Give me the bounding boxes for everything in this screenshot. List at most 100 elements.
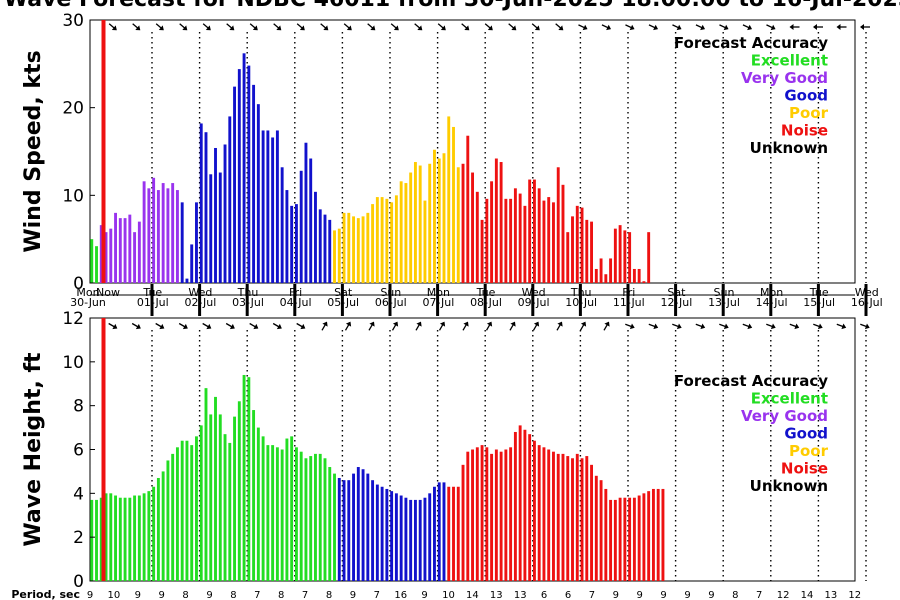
bar-wind [556,167,560,283]
bar-wave [190,445,194,581]
y-tick-label: 20 [62,99,84,119]
legend-entry: Poor [789,104,829,122]
bar-wind [518,193,522,283]
bar-wind [523,205,527,283]
bar-wave [528,434,532,581]
bar-wave [323,458,327,581]
bar-wind [156,190,160,283]
bar-wave [285,438,289,581]
bar-wind [247,65,251,283]
period-value: 6 [541,590,547,600]
bar-wind [447,116,451,284]
bar-wave [423,497,427,581]
bar-wave [361,469,365,581]
legend-entry: Excellent [751,390,828,408]
bar-wave [252,410,256,581]
bar-wave [575,453,579,581]
period-value: 7 [302,590,308,600]
bar-wind [285,190,289,283]
direction-arrow [531,23,540,31]
direction-arrow [461,23,470,31]
bar-wave [433,486,436,581]
bar-wave [656,488,660,581]
bar-wind [599,258,603,283]
direction-arrow [414,23,423,31]
bar-wind [104,232,108,283]
bar-wave [128,497,132,581]
direction-arrow [648,24,659,31]
wind-speed-panel: 0 10 20 30 Wind Speed, kts Forecast AccuracyE… [21,11,870,294]
bar-wind [333,230,336,283]
bar-wind [318,209,322,283]
bar-wind [390,202,394,283]
bar-wave [532,440,536,581]
y-tick-label: 30 [62,11,84,31]
bar-wind [590,221,593,283]
bar-wind [552,202,555,283]
bar-wind [371,204,375,283]
bar-wave [580,458,584,581]
bar-wind [328,219,332,283]
bar-wind [304,142,308,283]
bar-wave [428,493,432,581]
direction-arrow [344,321,352,331]
period-value: 9 [613,590,619,600]
bar-wind [299,170,303,283]
bar-wave [452,486,455,581]
bar-wave [185,440,189,581]
legend-entry: Noise [781,460,828,478]
direction-arrow [367,23,376,31]
bar-wind [566,232,570,283]
bar-wind [504,198,508,283]
bar-wave [114,495,117,581]
bar-wave [556,453,560,581]
bar-wind [456,167,460,283]
period-value: 7 [589,590,595,600]
legend-entry: Excellent [751,52,828,70]
bar-wind [256,104,260,283]
direction-arrow [155,23,164,31]
direction-arrow [860,323,870,330]
bar-wind [95,246,98,283]
bar-wind [418,165,422,283]
bar-wind [223,144,227,283]
bar-wave [613,499,617,581]
direction-arrow [296,322,306,330]
y-tick-label: 10 [62,353,84,373]
bar-wind [494,158,498,283]
direction-arrow [648,323,659,330]
bar-wave [590,464,593,581]
period-row-label: Period, sec [11,588,80,600]
bar-wave [456,486,460,581]
bar-wind [347,212,351,283]
bar-wind [228,116,232,284]
bar-wave [223,434,227,581]
bar-wave [256,427,260,581]
period-value: 6 [565,590,571,600]
period-value: 7 [374,590,380,600]
bar-wave [214,396,217,581]
bar-wind [214,147,217,283]
bar-wind [480,219,484,283]
bar-wave [571,458,574,581]
bar-wind [399,181,403,283]
direction-arrow [226,23,235,31]
bar-wind [490,181,494,283]
bar-wave [594,475,598,581]
bar-wave [661,488,665,581]
bar-wave [599,480,603,581]
bar-wave [99,497,103,581]
bar-wind [437,158,441,283]
bar-wind [171,183,175,283]
bar-wave [618,497,622,581]
bar-wave [485,447,489,581]
direction-arrow [509,321,516,331]
bar-wind [594,268,598,283]
bar-wave [609,499,613,581]
bar-wind [123,218,127,283]
period-value: 9 [421,590,427,600]
bar-wave [328,467,332,581]
direction-arrow [719,24,729,31]
bar-wind [623,230,627,283]
direction-arrow [672,24,682,31]
